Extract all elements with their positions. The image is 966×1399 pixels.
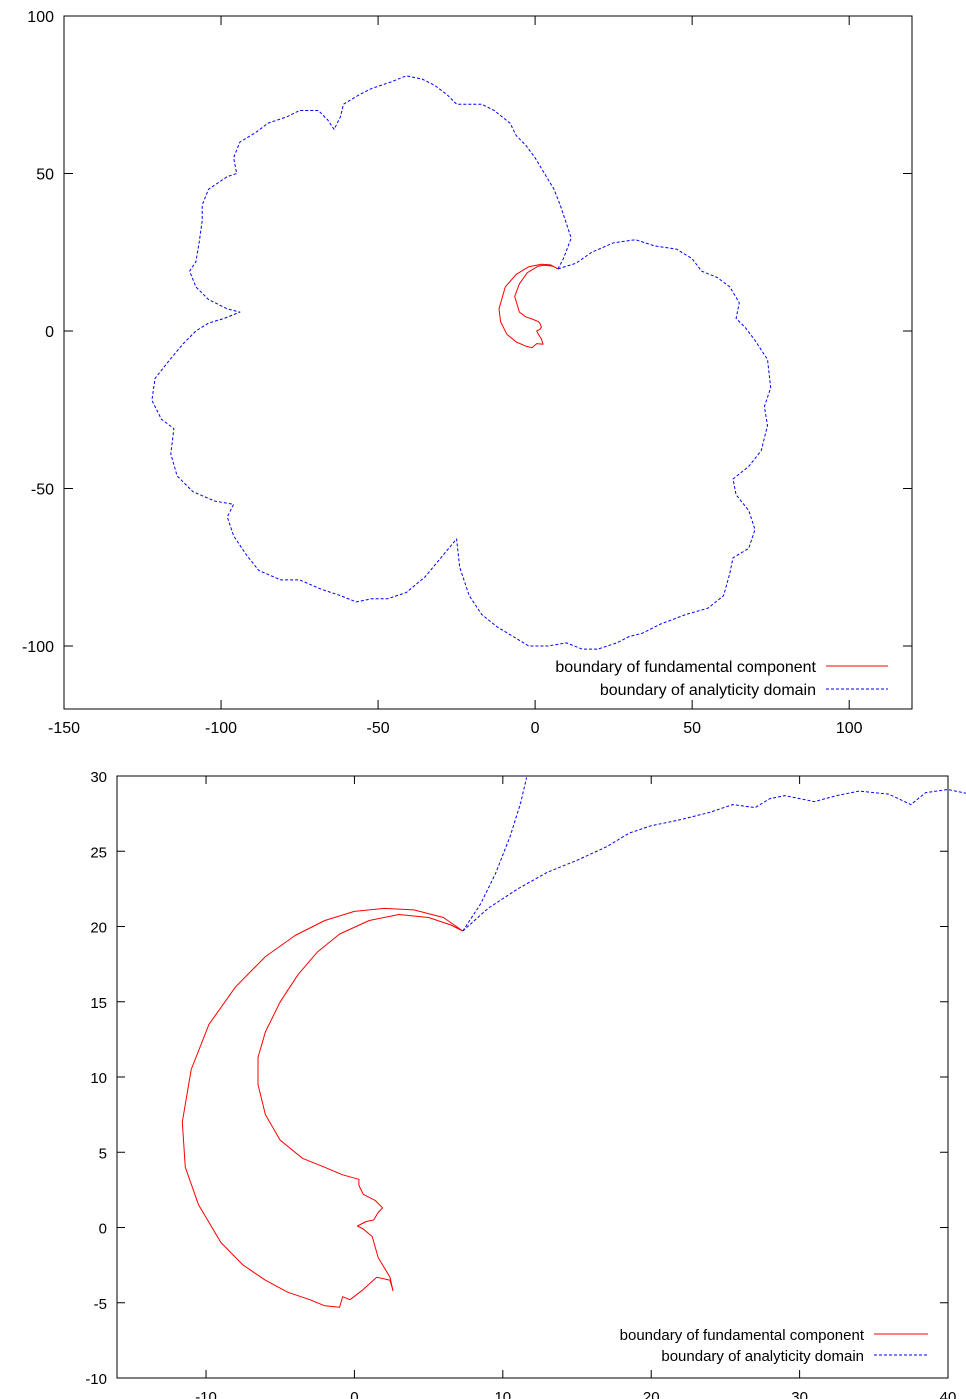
tick-marks (63, 15, 912, 709)
y-tick-label: 10 (90, 1070, 107, 1087)
y-tick-label: 0 (45, 324, 54, 341)
y-tick-label: 20 (90, 920, 107, 937)
x-tick-label: 100 (836, 720, 863, 737)
x-tick-label: 40 (940, 1389, 957, 1399)
analyticity-domain-boundary-line (151, 75, 772, 650)
tick-marks (117, 775, 949, 1379)
analyticity-domain-boundary-line (462, 777, 528, 932)
y-tick-label: -100 (22, 639, 54, 656)
legend-label-fundamental: boundary of fundamental component (555, 659, 816, 676)
tick-labels: -150 -100 -50 0 50 100 100 50 0 -50 -100 (22, 9, 863, 737)
x-tick-label: 30 (791, 1389, 808, 1399)
y-tick-label: -50 (31, 482, 54, 499)
y-tick-label: -5 (94, 1296, 107, 1313)
x-tick-label: 0 (531, 720, 540, 737)
y-tick-label: 50 (36, 167, 54, 184)
legend-label-fundamental: boundary of fundamental component (620, 1327, 865, 1344)
y-tick-label: 5 (99, 1145, 107, 1162)
y-tick-label: 25 (90, 844, 107, 861)
y-tick-label: 30 (90, 769, 107, 786)
series-group (151, 75, 772, 650)
legend-label-analyticity: boundary of analyticity domain (600, 682, 816, 699)
y-tick-label: -10 (85, 1371, 107, 1388)
legend: boundary of fundamental component bounda… (620, 1327, 928, 1365)
series-group (181, 777, 966, 1308)
x-tick-label: 50 (683, 720, 701, 737)
x-tick-label: -50 (367, 720, 390, 737)
x-tick-label: -150 (48, 720, 80, 737)
y-tick-label: 15 (90, 995, 107, 1012)
plot-frame (63, 15, 913, 710)
fundamental-component-boundary-line (498, 263, 559, 349)
fundamental-component-boundary-line (181, 907, 464, 1308)
legend: boundary of fundamental component bounda… (555, 659, 888, 699)
analyticity-domain-boundary-line (462, 789, 966, 932)
x-tick-label: -10 (195, 1389, 217, 1399)
y-tick-label: 0 (99, 1221, 107, 1238)
x-tick-label: 10 (494, 1389, 511, 1399)
y-tick-label: 100 (27, 9, 54, 26)
x-tick-label: 20 (643, 1389, 660, 1399)
tick-labels: -10 0 10 20 30 40 30 25 20 15 10 5 0 -5 -10 (85, 769, 956, 1399)
plot-frame (116, 775, 949, 1379)
x-tick-label: -100 (205, 720, 237, 737)
x-tick-label: 0 (350, 1389, 358, 1399)
legend-label-analyticity: boundary of analyticity domain (661, 1348, 864, 1365)
fundamental-component-chart: -150 -100 -50 0 50 100 100 50 0 -50 -100 boundary … (22, 9, 913, 737)
zoomed-component-chart: -10 0 10 20 30 40 30 25 20 15 10 5 0 -5 -10 boundary o… (85, 769, 966, 1399)
